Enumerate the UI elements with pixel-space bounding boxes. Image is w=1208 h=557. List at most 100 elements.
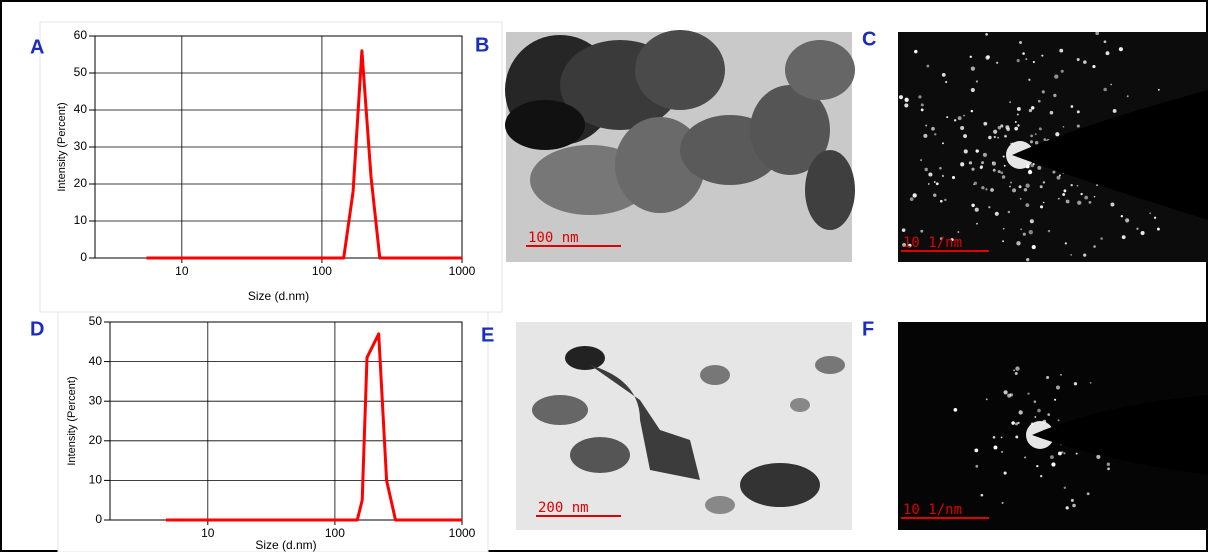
diffraction-spot xyxy=(1018,185,1022,189)
diffraction-spot xyxy=(1121,235,1126,240)
diffraction-spot xyxy=(1126,95,1129,98)
diffraction-spot xyxy=(939,237,943,241)
diffraction-spot xyxy=(1018,410,1023,415)
beam-stop xyxy=(1012,90,1208,220)
diffraction-spot xyxy=(1070,498,1074,502)
diffraction-spot xyxy=(902,242,907,247)
diffraction-spot xyxy=(1009,393,1014,397)
diffraction-spot xyxy=(1083,253,1087,257)
diffraction-spot xyxy=(980,493,984,497)
diffraction-spot xyxy=(1110,202,1115,207)
diffraction-spot xyxy=(997,136,1000,139)
diffraction-spot xyxy=(1075,452,1078,455)
diffraction-spot xyxy=(924,167,928,172)
diffraction-spot xyxy=(1086,492,1090,496)
y-tick-label: 10 xyxy=(89,473,103,487)
diffraction-spot xyxy=(983,121,988,126)
diffraction-spot xyxy=(992,435,996,439)
diffraction-spot xyxy=(960,126,965,131)
diffraction-spot xyxy=(1027,392,1030,395)
diffraction-spot xyxy=(971,167,975,171)
diffraction-spot xyxy=(1003,471,1007,475)
diffraction-spot xyxy=(1024,456,1027,459)
panel-label: F xyxy=(862,318,874,340)
diffraction-spot xyxy=(975,80,979,83)
diffraction-spot xyxy=(1005,135,1007,138)
diffraction-spot xyxy=(1156,227,1160,231)
diffraction-spot xyxy=(920,103,924,107)
diffraction-spot xyxy=(1034,416,1037,418)
diffraction-spot xyxy=(1007,210,1011,214)
diffraction-spot xyxy=(1011,421,1015,425)
y-tick-label: 20 xyxy=(89,433,103,447)
diffraction-spot xyxy=(1076,124,1080,128)
y-tick-label: 10 xyxy=(74,213,88,227)
tem-image xyxy=(505,30,855,262)
diffraction-spot xyxy=(1016,59,1020,63)
diffraction-spot xyxy=(957,116,962,121)
diffraction-spot xyxy=(1019,40,1023,44)
diffraction-spot xyxy=(975,149,979,153)
diffraction-spot xyxy=(1056,175,1061,180)
y-tick-label: 50 xyxy=(89,314,103,328)
diffraction-spot xyxy=(1140,231,1145,236)
x-tick-label: 10 xyxy=(175,264,189,278)
diffraction-spot xyxy=(1017,124,1020,127)
diffraction-spot xyxy=(1084,195,1089,200)
data-line xyxy=(166,332,462,522)
diffraction-spot xyxy=(1112,109,1117,113)
x-tick-label: 100 xyxy=(312,264,332,278)
diffraction-spot xyxy=(1089,381,1092,384)
diffraction-spot xyxy=(1096,454,1101,459)
diffraction-spot xyxy=(1093,195,1096,198)
diffraction-spot xyxy=(974,207,979,212)
diffraction-spot xyxy=(1100,237,1103,240)
diffraction-spot xyxy=(1000,436,1003,439)
y-tick-label: 60 xyxy=(74,28,88,42)
diffraction-spot xyxy=(995,61,999,64)
diffraction-spot xyxy=(1028,78,1031,81)
diffraction-spot xyxy=(997,126,1002,130)
diffraction-spot xyxy=(992,168,996,172)
diffraction-spot xyxy=(1106,462,1111,466)
diffraction-spot xyxy=(1032,162,1035,166)
diffraction-spot xyxy=(933,181,936,183)
panel-label: C xyxy=(862,28,876,50)
y-tick-label: 40 xyxy=(89,354,103,368)
diffraction-spot xyxy=(1055,132,1060,137)
diffraction-spot xyxy=(1120,215,1124,218)
diffraction-spot xyxy=(1062,193,1066,197)
diffraction-spot xyxy=(990,188,994,192)
diffraction-spot xyxy=(1002,227,1005,230)
diffraction-spot xyxy=(993,445,998,450)
diffraction-spot xyxy=(945,80,948,84)
diffraction-spot xyxy=(1015,422,1019,426)
diffraction-spot xyxy=(1033,400,1037,403)
diffraction-spot xyxy=(1042,181,1046,184)
diffraction-spot xyxy=(1103,87,1107,92)
diffraction-spot xyxy=(1019,197,1022,200)
diffraction-spot xyxy=(968,161,973,165)
diffraction-spot xyxy=(951,176,956,180)
diffraction-spot xyxy=(1125,218,1130,223)
y-tick-label: 30 xyxy=(74,139,88,153)
diffraction-spot xyxy=(985,398,988,401)
diffraction-spot xyxy=(981,161,985,165)
diffraction-spot xyxy=(1043,138,1047,142)
diffraction-spot xyxy=(1054,74,1059,79)
scale-bar-label: 200 nm xyxy=(538,500,589,516)
diffraction-spot xyxy=(957,231,960,233)
diffraction-spot xyxy=(970,66,976,71)
diffraction-spot xyxy=(985,55,990,60)
diffraction-spot xyxy=(1039,185,1043,189)
scale-bar-label: 100 nm xyxy=(528,230,579,246)
diffraction-spot xyxy=(1040,205,1044,209)
diffraction-spot xyxy=(993,135,996,139)
diffraction-spot xyxy=(970,109,974,113)
diffraction-spot xyxy=(898,95,904,100)
diffraction-spot xyxy=(1034,133,1037,136)
diffraction-spot xyxy=(1014,121,1017,124)
diffraction-spot xyxy=(1001,501,1004,505)
diffraction-spot xyxy=(1057,419,1060,422)
diffraction-spot xyxy=(944,198,947,202)
